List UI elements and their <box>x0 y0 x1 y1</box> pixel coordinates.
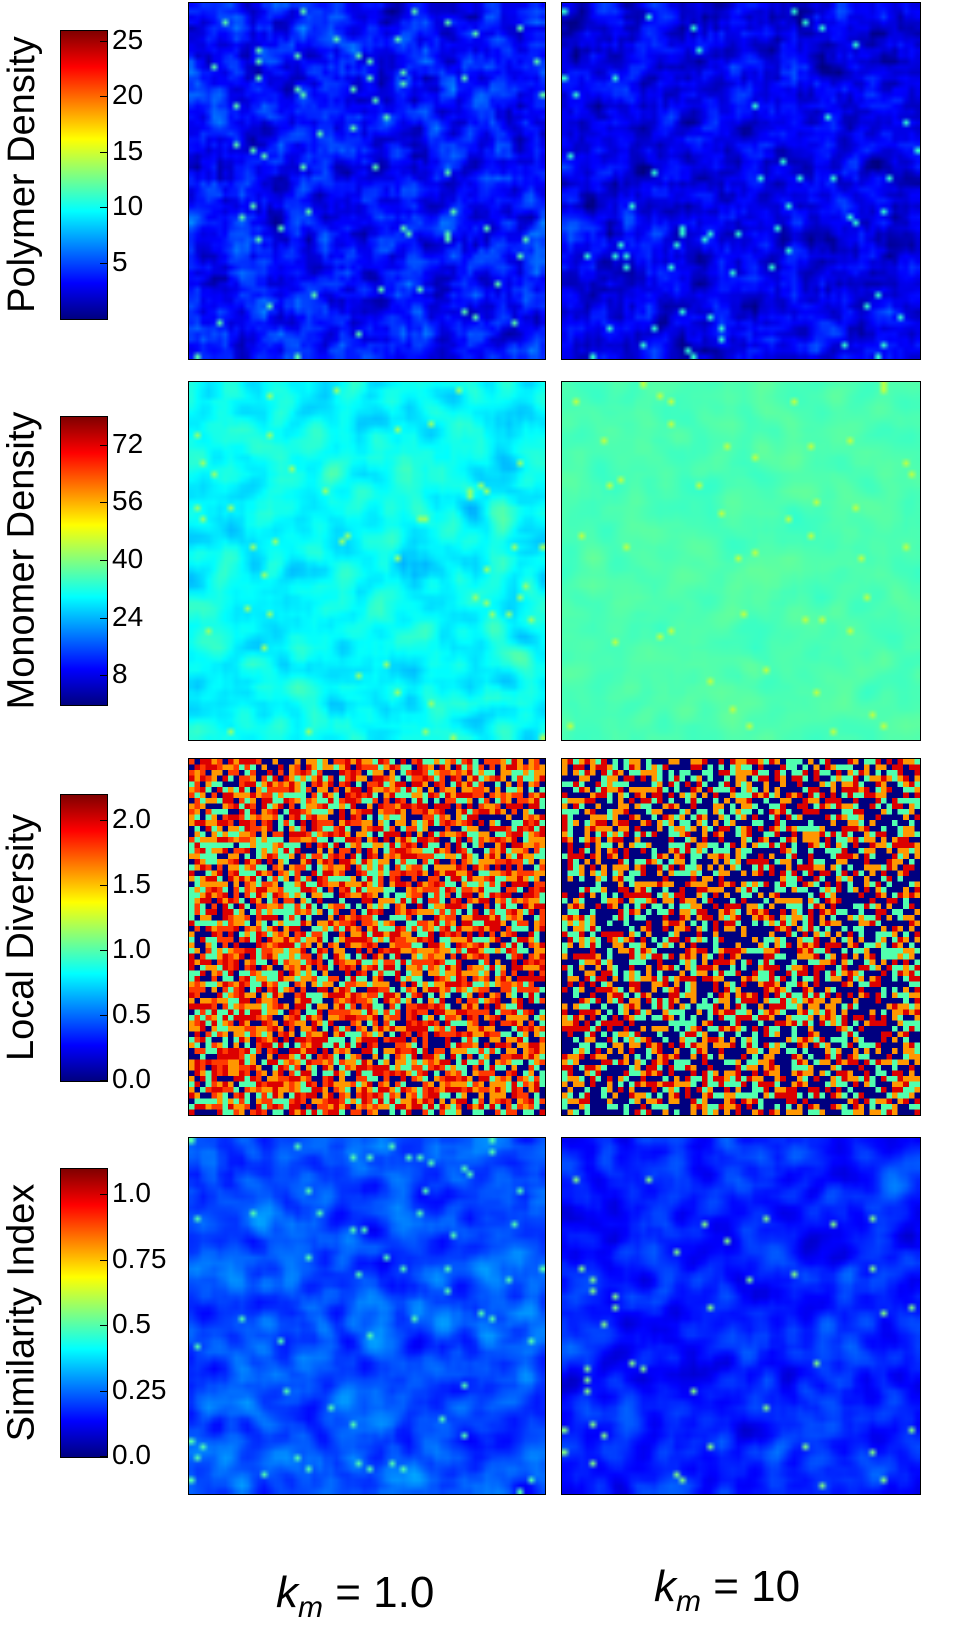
colorbar-tick-label: 10 <box>112 190 144 222</box>
colorbar-tick <box>100 41 107 43</box>
heatmap-canvas <box>189 759 545 1115</box>
heatmap-canvas <box>562 3 920 359</box>
heatmap-panel <box>561 1137 921 1495</box>
row-label-text: Local Diversity <box>0 813 43 1061</box>
colorbar-tick-label: 0.5 <box>112 998 151 1029</box>
colorbar-tick-label: 0.0 <box>112 1063 151 1094</box>
colorbar-tick <box>100 444 107 446</box>
colorbar <box>60 30 108 320</box>
heatmap-panel <box>561 2 921 360</box>
heatmap-canvas <box>562 382 920 740</box>
row-label-3: Similarity Index <box>0 1138 44 1486</box>
colorbar-tick-label: 25 <box>112 24 144 56</box>
column-label-km-1: km = 1.0 <box>276 1568 435 1624</box>
heatmap-canvas <box>189 1138 545 1494</box>
colorbar-tick <box>100 1194 107 1196</box>
colorbar-tick <box>100 1080 107 1081</box>
heatmap-panel <box>188 758 546 1116</box>
colorbar-tick-label: 72 <box>112 427 144 459</box>
colorbar-tick <box>100 1456 107 1457</box>
row-label-2: Local Diversity <box>0 764 44 1110</box>
colorbar-tick-label: 0.5 <box>112 1308 151 1340</box>
heatmap-panel <box>561 381 921 741</box>
colorbar-tick-label: 0.25 <box>112 1373 167 1405</box>
heatmap-canvas <box>562 1138 920 1494</box>
colorbar-tick <box>100 502 107 504</box>
colorbar-tick-label: 20 <box>112 79 144 111</box>
heatmap-panel <box>188 1137 546 1495</box>
colorbar <box>60 416 108 706</box>
colorbar-tick <box>100 1015 107 1016</box>
colorbar-tick-label: 0.0 <box>112 1439 151 1470</box>
colorbar-tick <box>100 262 107 264</box>
row-label-text: Monomer Density <box>0 411 43 709</box>
colorbar-tick-label: 1.5 <box>112 868 151 899</box>
colorbar-tick-label: 1.0 <box>112 1177 151 1209</box>
heatmap-canvas <box>189 3 545 359</box>
heatmap-panel <box>561 758 921 1116</box>
heatmap-canvas <box>562 759 920 1115</box>
colorbar-tick <box>100 560 107 561</box>
colorbar-tick-label: 1.0 <box>112 933 151 964</box>
colorbar-tick <box>100 96 107 98</box>
row-label-1: Monomer Density <box>0 386 44 734</box>
colorbar-tick <box>100 675 107 677</box>
column-label-km-10: km = 10 <box>654 1562 801 1618</box>
colorbar <box>60 794 108 1082</box>
colorbar-tick-label: 40 <box>112 543 144 574</box>
colorbar-tick <box>100 207 107 209</box>
row-label-text: Similarity Index <box>0 1183 43 1441</box>
row-label-text: Polymer Density <box>0 35 43 313</box>
colorbar <box>60 1168 108 1458</box>
colorbar-tick-label: 24 <box>112 600 144 632</box>
colorbar-tick-label: 2.0 <box>112 803 151 834</box>
heatmap-canvas <box>189 382 545 740</box>
colorbar-tick-label: 5 <box>112 245 128 277</box>
colorbar-tick-label: 8 <box>112 658 128 690</box>
colorbar-tick <box>100 617 107 619</box>
colorbar-tick <box>100 820 107 821</box>
colorbar-tick <box>100 1259 107 1261</box>
heatmap-panel <box>188 2 546 360</box>
colorbar-tick-label: 0.75 <box>112 1242 167 1274</box>
colorbar-tick <box>100 1325 107 1327</box>
colorbar-tick <box>100 151 107 153</box>
colorbar-tick <box>100 1390 107 1392</box>
colorbar-tick <box>100 950 107 951</box>
colorbar-tick-label: 15 <box>112 134 144 166</box>
heatmap-panel <box>188 381 546 741</box>
colorbar-tick-label: 56 <box>112 485 144 517</box>
row-label-0: Polymer Density <box>0 0 44 348</box>
colorbar-tick <box>100 885 107 886</box>
